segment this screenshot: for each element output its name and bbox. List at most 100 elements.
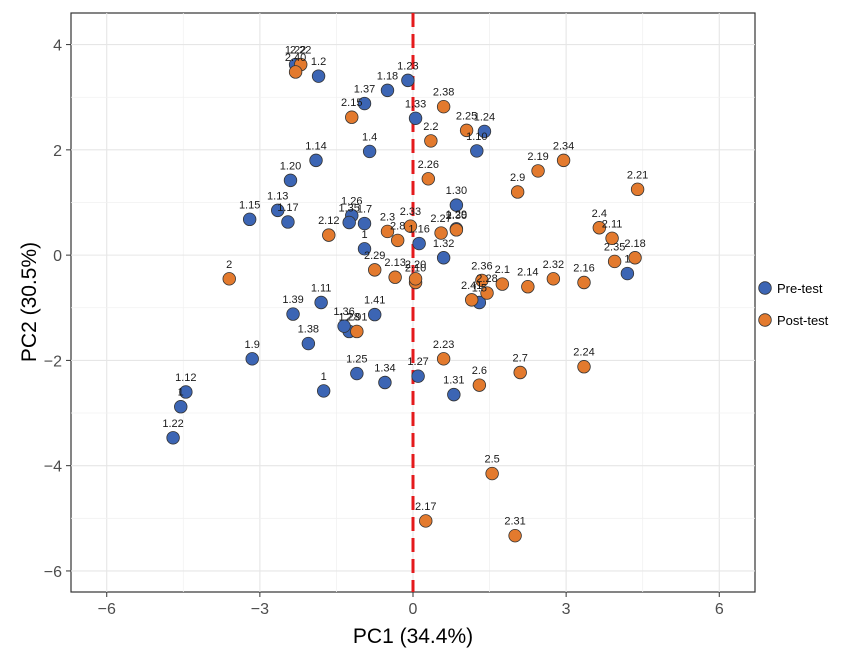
post-test-point xyxy=(449,223,464,237)
post-test-point xyxy=(222,272,236,286)
post-test-point-label: 2.7 xyxy=(513,353,528,365)
pre-test-point xyxy=(620,266,635,281)
post-test-point-label: 2.8 xyxy=(390,220,405,232)
post-test-point-label: 2.41 xyxy=(461,280,482,292)
pre-test-point xyxy=(357,242,372,256)
axis-ticks: −6 −3 0 3 6 −6 −4 −2 0 2 4 xyxy=(44,38,724,618)
post-test-point xyxy=(424,134,438,148)
y-tick-label: 4 xyxy=(53,38,62,55)
post-test-point-label: 2.15 xyxy=(341,97,362,109)
post-test-point-label: 2.33 xyxy=(400,206,421,218)
post-test-point xyxy=(322,228,336,242)
pre-test-point-label: 1.12 xyxy=(175,372,196,384)
post-test-point-label: 2.11 xyxy=(602,218,623,230)
pre-test-point-label: 1.20 xyxy=(280,160,301,172)
pre-test-point xyxy=(166,431,180,445)
pre-test-point-label: 1.13 xyxy=(267,190,288,202)
legend: Pre-test Post-test xyxy=(758,281,829,328)
pre-test-point-label: 1.25 xyxy=(346,354,367,366)
post-test-point-label: 2.14 xyxy=(517,267,538,279)
pre-test-point-label: 1.22 xyxy=(162,418,183,430)
post-test-point-label: 2.91 xyxy=(346,311,367,323)
post-test-point xyxy=(408,272,423,286)
x-tick-label: 6 xyxy=(715,601,724,618)
pre-test-point xyxy=(368,307,382,322)
pre-test-point-label: 1.14 xyxy=(305,140,326,152)
pre-test-point-label: 1.38 xyxy=(298,324,319,336)
post-test-point xyxy=(465,293,479,307)
post-test-point xyxy=(605,231,619,245)
pre-test-point-label: 1.17 xyxy=(277,202,298,214)
pre-test-point-label: 1.27 xyxy=(407,356,428,368)
post-test-point xyxy=(495,277,510,291)
pre-test-point-label: 1.18 xyxy=(377,70,398,82)
post-test-point-label: 2.23 xyxy=(433,339,454,351)
post-test-point xyxy=(390,233,405,248)
pre-test-point-label: 1.28 xyxy=(338,311,359,323)
pre-test-point xyxy=(477,124,492,139)
post-test-point-label: 2.2 xyxy=(423,121,438,133)
post-test-legend-key xyxy=(758,313,772,327)
pre-test-point-label: 1 xyxy=(624,254,630,266)
pre-test-point xyxy=(314,295,328,310)
post-test-point-label: 2.31 xyxy=(504,516,525,528)
post-test-point-label: 2.5 xyxy=(484,454,499,466)
pre-test-point xyxy=(449,198,464,212)
post-test-point xyxy=(380,224,395,239)
pre-test-point-label: 1.33 xyxy=(405,98,426,110)
y-tick-label: 0 xyxy=(53,248,62,265)
post-test-point xyxy=(421,172,436,186)
post-test-point xyxy=(513,365,527,380)
post-test-point-label: 2.10 xyxy=(405,262,426,274)
pre-test-point-label: 1.11 xyxy=(311,283,332,295)
pre-test-point-label: 1.5 xyxy=(472,283,487,295)
pre-test-point xyxy=(281,215,295,229)
post-test-point xyxy=(577,275,591,290)
pre-test-point-label: 1.41 xyxy=(364,295,385,307)
post-test-legend-label: Post-test xyxy=(777,313,829,328)
post-test-point xyxy=(436,352,451,366)
post-test-point-label: 2.16 xyxy=(573,262,594,274)
post-test-point xyxy=(345,110,359,124)
post-test-point-label: 2.20 xyxy=(405,259,426,271)
pre-test-point-label: 1.35 xyxy=(338,202,359,214)
pre-test-point xyxy=(316,384,331,398)
post-test-point-label: 2.17 xyxy=(415,501,436,513)
post-test-point-label: 2.26 xyxy=(418,159,439,171)
pre-test-point-label: 1.22 xyxy=(285,45,306,57)
pre-test-point-label: 1.15 xyxy=(239,199,260,211)
pre-test-point-label: 1.24 xyxy=(474,111,495,123)
pre-test-point xyxy=(174,400,188,414)
post-test-point xyxy=(592,221,607,235)
post-test-point-label: 2.24 xyxy=(573,347,594,359)
pre-test-point xyxy=(412,236,426,251)
post-test-point-label: 2.21 xyxy=(627,169,648,181)
post-test-point-label: 2.29 xyxy=(364,250,385,262)
pre-test-point xyxy=(401,73,415,88)
post-test-point-label: 2.13 xyxy=(384,257,405,269)
pre-test-point xyxy=(436,251,451,265)
pre-test-point xyxy=(242,212,257,227)
pre-test-point xyxy=(179,385,193,399)
pre-test-point-label: 1 xyxy=(178,387,184,399)
pre-test-point-label: 1.10 xyxy=(466,131,487,143)
post-test-point-label: 2.36 xyxy=(471,260,492,272)
pre-test-point-label: 1 xyxy=(321,371,327,383)
pre-test-point-label: 1.32 xyxy=(433,238,454,250)
post-test-point xyxy=(472,378,487,392)
pre-test-point xyxy=(301,336,316,351)
data-points xyxy=(166,57,645,543)
post-test-point xyxy=(475,273,489,288)
pre-test-point-label: 1.26 xyxy=(341,196,362,208)
pre-test-point-label: 1.7 xyxy=(357,204,372,216)
y-axis-title: PC2 (30.5%) xyxy=(18,242,41,362)
pre-test-point-label: 1 xyxy=(361,229,367,241)
pre-test-point xyxy=(271,203,285,218)
post-test-point xyxy=(485,466,499,481)
post-test-point xyxy=(434,226,448,240)
pre-test-point xyxy=(245,352,259,366)
pre-test-point-label: 1.30 xyxy=(446,185,467,197)
pre-test-point xyxy=(311,69,326,83)
